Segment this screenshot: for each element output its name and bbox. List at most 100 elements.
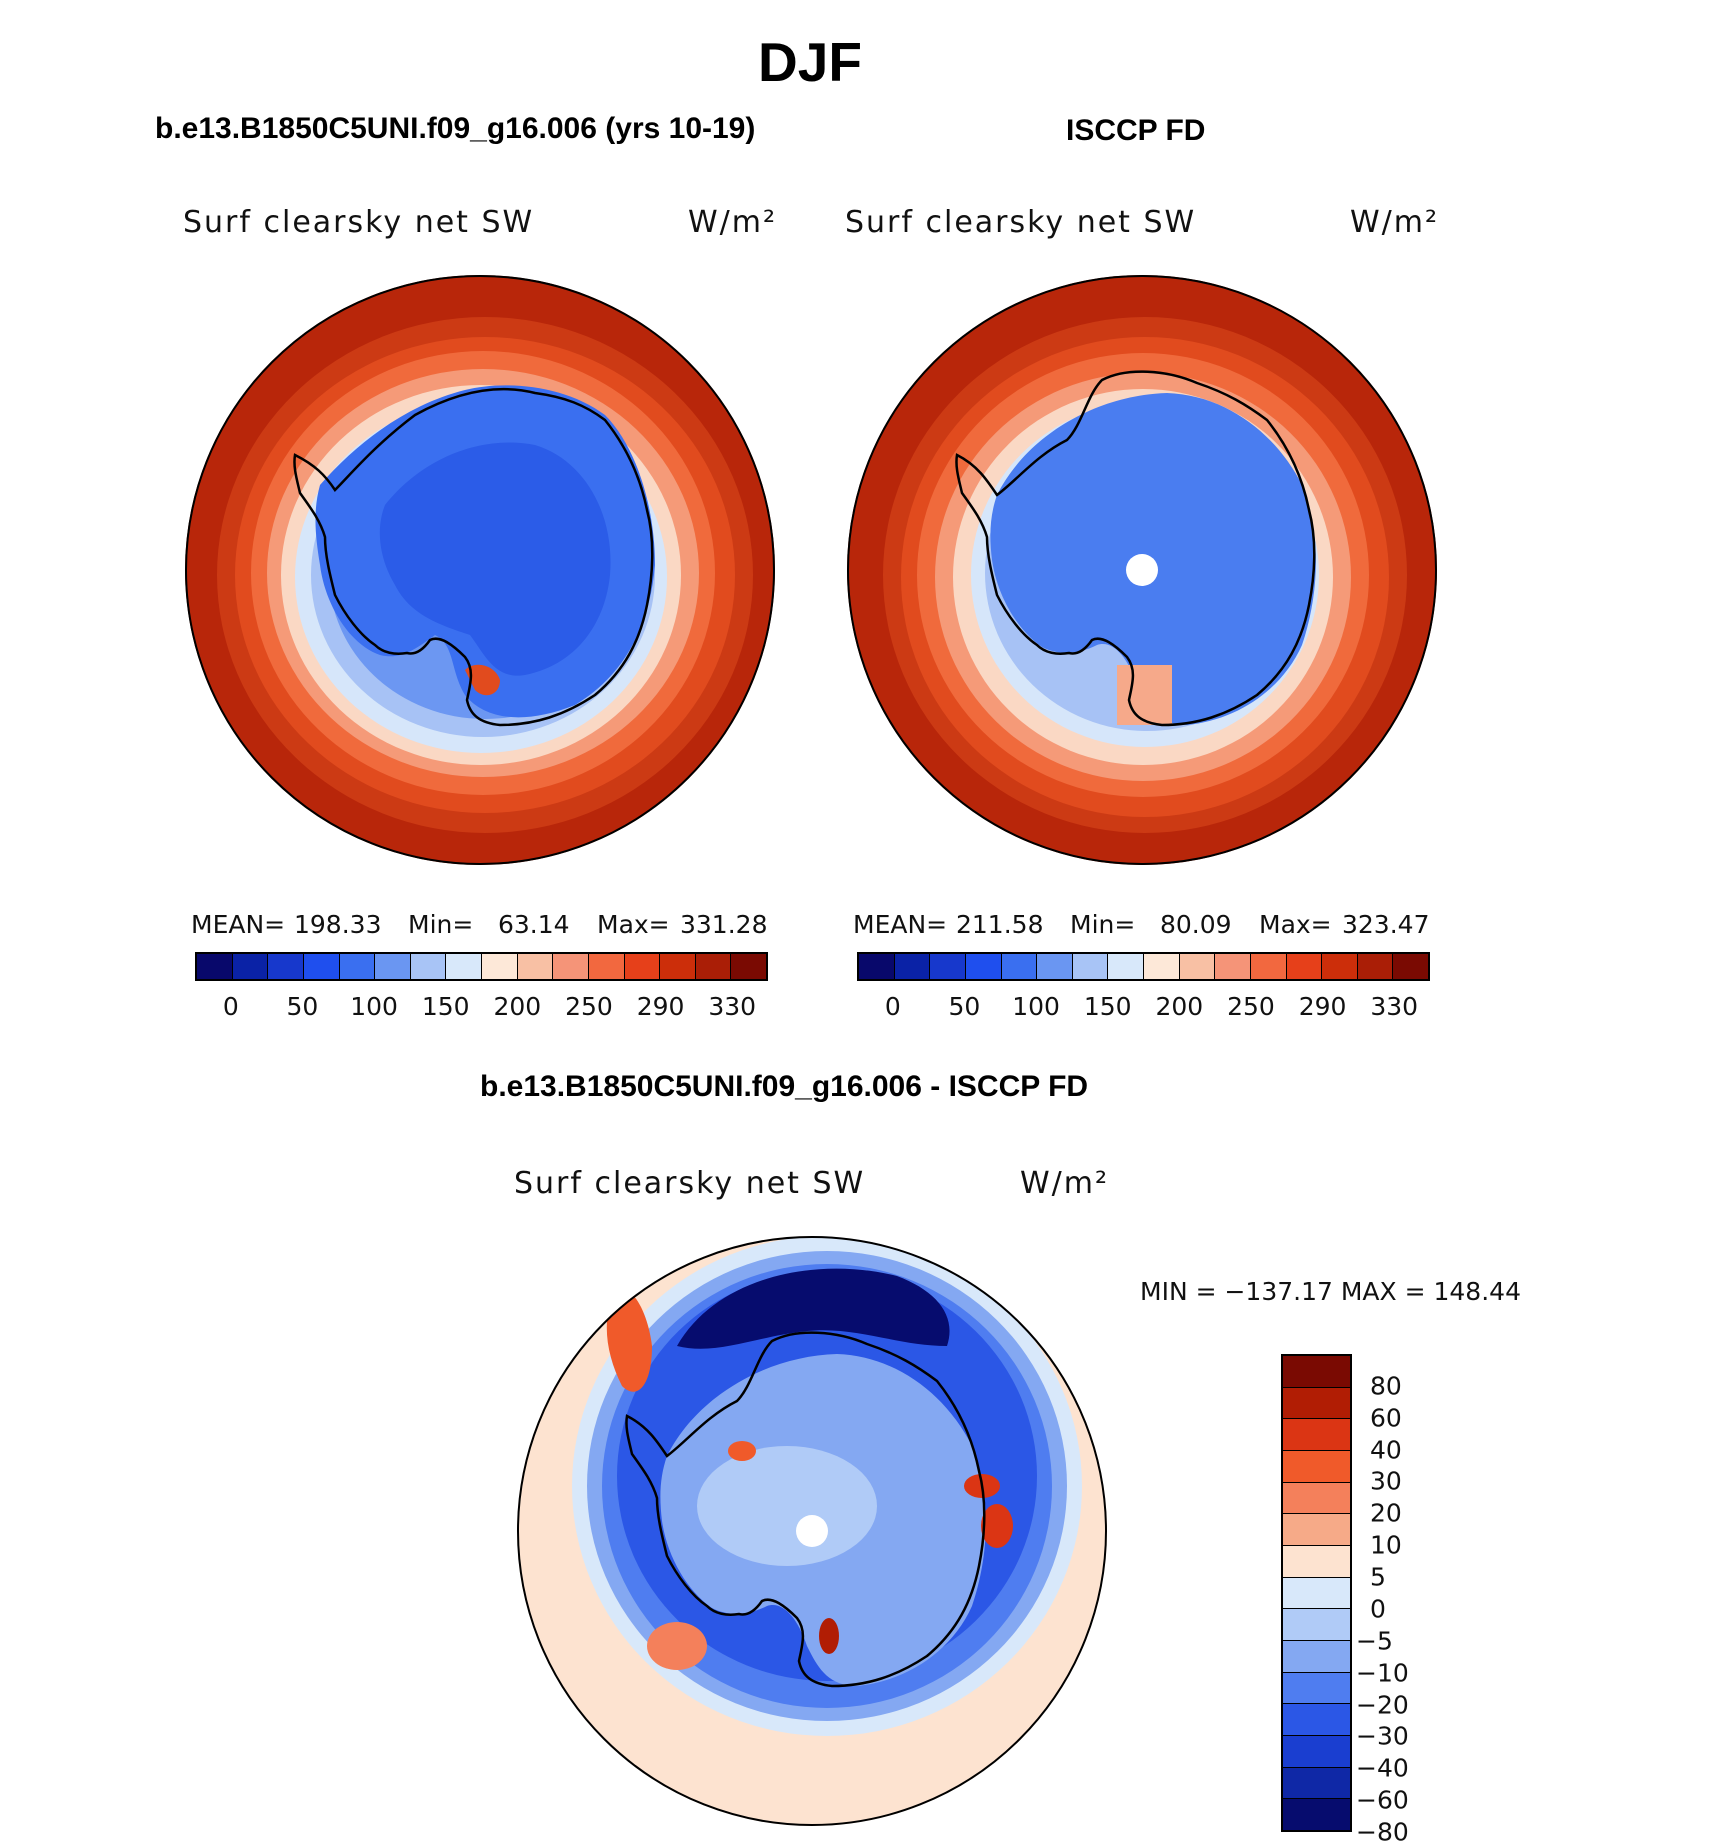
obs-colorbar-swatch <box>1072 954 1109 979</box>
model-colorbar-tick-label: 0 <box>222 992 239 1021</box>
obs-min-value: 80.09 <box>1160 910 1232 939</box>
diff-colorbar-tick-label: 10 <box>1370 1530 1402 1560</box>
diff-units-label: W/m² <box>1020 1166 1110 1201</box>
obs-polar-map <box>847 275 1437 865</box>
model-colorbar-swatch <box>695 954 732 979</box>
obs-colorbar-tick-label: 290 <box>1298 992 1347 1021</box>
model-colorbar-swatch <box>375 954 411 979</box>
diff-red-spot-5 <box>728 1441 756 1461</box>
model-coastline <box>293 387 654 727</box>
diff-red-spot-4 <box>819 1618 839 1654</box>
obs-ross-patch <box>1117 665 1172 725</box>
obs-colorbar-tick-label: 0 <box>884 992 901 1021</box>
diff-colorbar-swatch <box>1283 1609 1350 1642</box>
model-colorbar-swatch <box>731 954 766 979</box>
obs-colorbar-swatch <box>1001 954 1038 979</box>
model-colorbar-tick-label: 330 <box>708 992 757 1021</box>
obs-map-border <box>847 275 1437 865</box>
obs-colorbar-tick-label: 250 <box>1227 992 1275 1021</box>
model-polar-map <box>185 275 775 865</box>
diff-colorbar-swatch <box>1283 1672 1350 1705</box>
model-red-patch <box>465 664 500 696</box>
model-colorbar-swatch <box>446 954 482 979</box>
diff-colorbar-swatch <box>1283 1641 1350 1673</box>
model-units-label: W/m² <box>688 205 778 240</box>
model-colorbar-tick-label: 100 <box>350 992 398 1021</box>
model-colorbar-swatch <box>410 954 447 979</box>
obs-colorbar <box>857 952 1430 981</box>
obs-max-label: Max= <box>1259 910 1332 939</box>
model-max-label: Max= <box>597 910 670 939</box>
model-colorbar <box>195 952 768 981</box>
model-colorbar-swatch <box>268 954 304 979</box>
model-max-value: 331.28 <box>680 910 768 939</box>
model-colorbar-tick-label: 250 <box>565 992 613 1021</box>
diff-colorbar-swatch <box>1283 1387 1350 1420</box>
obs-colorbar-swatch <box>1322 954 1358 979</box>
diff-red-spot-1 <box>647 1622 707 1670</box>
diff-red-spot-2 <box>981 1504 1013 1548</box>
page-title: DJF <box>758 31 862 93</box>
diff-colorbar-swatch <box>1283 1356 1350 1388</box>
obs-colorbar-swatch <box>930 954 966 979</box>
obs-panel-title: ISCCP FD <box>1066 114 1206 147</box>
model-antarctic-core <box>379 442 611 676</box>
model-min-value: 63.14 <box>498 910 570 939</box>
model-mean-label: MEAN= <box>191 910 286 939</box>
diff-colorbar-tick-label: 5 <box>1370 1562 1386 1592</box>
model-colorbar-swatch <box>624 954 661 979</box>
obs-variable-label: Surf clearsky net SW <box>845 205 1197 240</box>
obs-colorbar-swatch <box>1286 954 1323 979</box>
diff-colorbar-swatch <box>1283 1546 1350 1578</box>
model-colorbar-swatch <box>303 954 340 979</box>
diff-colorbar-tick-label: 40 <box>1370 1435 1402 1465</box>
diff-colorbar <box>1281 1354 1352 1832</box>
diff-colorbar-tick-label: −10 <box>1356 1658 1409 1688</box>
diff-colorbar-swatch <box>1283 1451 1350 1483</box>
obs-colorbar-swatch <box>1393 954 1428 979</box>
diff-colorbar-tick-label: 30 <box>1370 1466 1402 1496</box>
model-colorbar-swatch <box>339 954 376 979</box>
model-colorbar-tick-label: 50 <box>286 992 319 1021</box>
diff-colorbar-swatch <box>1283 1577 1350 1610</box>
diff-colorbar-tick-label: 0 <box>1370 1594 1386 1624</box>
diff-interior-light <box>697 1446 877 1566</box>
diff-colorbar-tick-label: 80 <box>1370 1371 1402 1401</box>
diff-colorbar-swatch <box>1283 1514 1350 1547</box>
model-colorbar-tick-label: 150 <box>421 992 470 1021</box>
diff-colorbar-swatch <box>1283 1482 1350 1515</box>
obs-colorbar-tick-label: 150 <box>1083 992 1132 1021</box>
obs-colorbar-tick-label: 200 <box>1155 992 1204 1021</box>
model-map-border <box>185 275 775 865</box>
obs-colorbar-tick-label: 100 <box>1012 992 1060 1021</box>
obs-colorbar-swatch <box>1357 954 1394 979</box>
diff-peninsula-red <box>606 1289 652 1392</box>
model-panel-title: b.e13.B1850C5UNI.f09_g16.006 (yrs 10-19) <box>155 112 756 145</box>
model-colorbar-swatch <box>660 954 696 979</box>
diff-minmax-text: MIN = −137.17 MAX = 148.44 <box>1140 1277 1521 1306</box>
obs-colorbar-swatch <box>894 954 931 979</box>
model-colorbar-tick-label: 290 <box>636 992 685 1021</box>
obs-max-value: 323.47 <box>1342 910 1430 939</box>
model-colorbar-swatch <box>588 954 625 979</box>
obs-colorbar-swatch <box>1108 954 1144 979</box>
diff-colorbar-tick-label: −30 <box>1356 1721 1409 1751</box>
model-mean-value: 198.33 <box>294 910 382 939</box>
obs-units-label: W/m² <box>1350 205 1440 240</box>
diff-colorbar-tick-label: 20 <box>1370 1498 1402 1528</box>
diff-colorbar-tick-label: 60 <box>1370 1403 1402 1433</box>
diff-coastline <box>625 1331 986 1688</box>
obs-mean-value: 211.58 <box>956 910 1044 939</box>
obs-mean-label: MEAN= <box>853 910 948 939</box>
diff-colorbar-swatch <box>1283 1419 1350 1452</box>
diff-colorbar-tick-label: −60 <box>1356 1785 1409 1815</box>
model-colorbar-swatch <box>517 954 554 979</box>
obs-colorbar-swatch <box>1037 954 1073 979</box>
model-colorbar-swatch <box>197 954 233 979</box>
diff-colorbar-tick-label: −40 <box>1356 1753 1409 1783</box>
obs-colorbar-swatch <box>965 954 1002 979</box>
diff-panel-title: b.e13.B1850C5UNI.f09_g16.006 - ISCCP FD <box>480 1070 1089 1103</box>
obs-colorbar-swatch <box>859 954 895 979</box>
obs-colorbar-tick-label: 330 <box>1370 992 1419 1021</box>
obs-colorbar-swatch <box>1215 954 1251 979</box>
